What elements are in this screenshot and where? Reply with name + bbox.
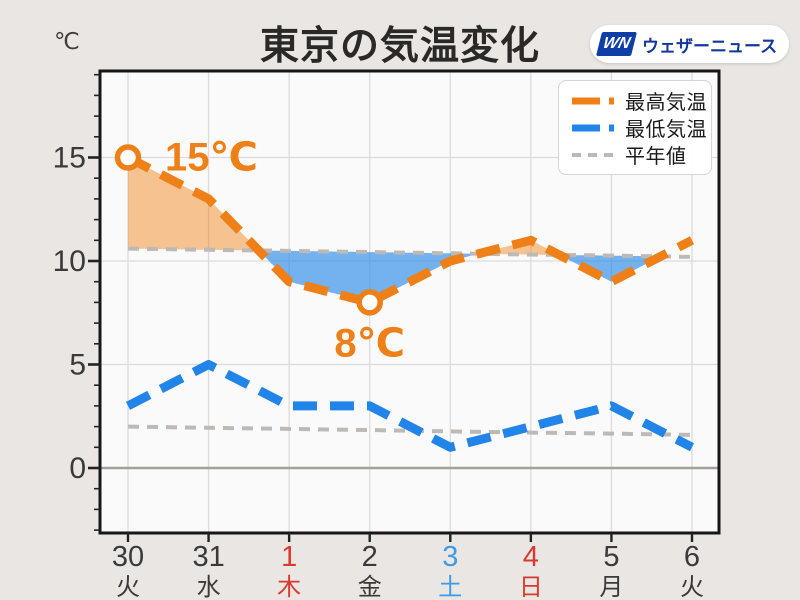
max-temp-line — [125, 153, 695, 307]
min-temp-line — [125, 360, 695, 452]
legend-label-max-temp: 最高気温 — [625, 92, 707, 114]
below-normal-fill — [258, 250, 479, 303]
date-label: 3 — [442, 541, 458, 573]
wn-flag-text: WN — [601, 35, 633, 52]
y-tick-label: 5 — [69, 349, 86, 382]
point-label: 15℃ — [165, 136, 258, 180]
point-marker — [356, 289, 383, 316]
wn-flag-icon: WN — [596, 32, 637, 56]
weekday-label: 金 — [358, 574, 382, 600]
weekday-label: 火 — [680, 574, 704, 600]
weekday-label: 木 — [277, 574, 301, 600]
legend-label-min-temp: 最低気温 — [625, 119, 707, 141]
below-normal-fill — [559, 254, 661, 282]
y-tick-label: 15 — [53, 142, 86, 175]
weekday-label: 月 — [599, 574, 623, 600]
point-label: 8℃ — [334, 321, 405, 365]
date-label: 31 — [192, 541, 224, 573]
date-label: 4 — [523, 541, 539, 573]
y-tick-label: 0 — [69, 452, 86, 485]
normal-line-swatch — [572, 152, 614, 157]
logo-text: ウェザーニュース — [642, 36, 778, 56]
y-axis-unit-label: ℃ — [54, 28, 80, 54]
y-tick-label: 10 — [53, 245, 86, 278]
date-label: 6 — [684, 541, 700, 573]
y-axis-labels: 0 5 10 15 — [53, 142, 86, 486]
weekday-label: 水 — [197, 574, 221, 600]
legend-label-normal: 平年値 — [625, 146, 687, 168]
date-label: 1 — [281, 541, 297, 573]
legend-item-max-temp: 最高気温 — [569, 87, 711, 114]
date-label: 30 — [112, 541, 144, 573]
weekday-label: 火 — [116, 574, 140, 600]
above-normal-fill — [128, 157, 259, 251]
date-label: 2 — [362, 541, 378, 573]
min-temp-line-swatch — [572, 124, 614, 131]
weekday-label: 土 — [438, 574, 462, 600]
chart-legend: 最高気温 最低気温 平年値 — [558, 80, 712, 175]
date-label: 5 — [603, 541, 619, 573]
weekday-label: 日 — [519, 574, 543, 600]
y-axis-ticks — [88, 73, 100, 531]
point-marker — [114, 144, 142, 171]
weathernews-logo: WN ウェザーニュース — [590, 25, 790, 63]
x-axis-ticks — [126, 533, 694, 542]
legend-item-normal: 平年値 — [569, 141, 711, 168]
page-title: 東京の気温変化 — [259, 25, 540, 68]
legend-item-min-temp: 最低気温 — [569, 114, 711, 141]
max-temp-line-swatch — [572, 97, 614, 104]
